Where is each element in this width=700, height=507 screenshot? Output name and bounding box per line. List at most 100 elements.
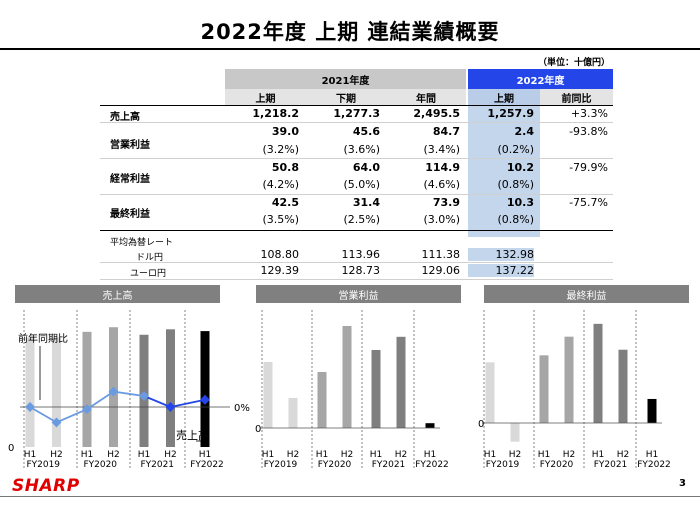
y-zero-label: 0 (478, 419, 484, 430)
cell: 1,257.9 (487, 107, 534, 120)
tick-label-half: H1 (24, 450, 37, 460)
cell: 108.80 (260, 248, 300, 261)
bar-h1-fy2020 (317, 372, 327, 428)
y-zero-label: 0 (255, 424, 261, 435)
table-rule (100, 230, 613, 231)
yoy-line-segment (56, 408, 88, 424)
tick-label-half: H2 (563, 450, 576, 460)
cell: (2.5%) (343, 213, 380, 226)
bar-h2-fy2019 (52, 337, 61, 447)
bar-h1-fy2020 (539, 355, 549, 423)
tick-label-fy: FY2020 (540, 460, 574, 470)
tick-label-half: H2 (341, 450, 354, 460)
tick-label-fy: FY2020 (83, 460, 117, 470)
tick-label-fy: FY2019 (264, 460, 298, 470)
title-divider (0, 48, 700, 50)
tick-label-half: H2 (287, 450, 300, 460)
cell: 64.0 (352, 161, 380, 174)
bar-callout-label: 売上高 (176, 428, 209, 442)
cell: 73.9 (432, 196, 460, 209)
cell: 50.8 (271, 161, 299, 174)
cell: 45.6 (352, 125, 380, 138)
subheader-h1-2022: 上期 (468, 89, 540, 105)
tick-label-half: H1 (138, 450, 151, 460)
yoy-point (200, 394, 210, 405)
cell: (5.0%) (343, 178, 380, 191)
unit-note: （単位：十億円） (537, 58, 610, 68)
cell: -79.9% (569, 161, 608, 174)
cell: 132.98 (468, 248, 534, 261)
row-label-net: 最終利益 (110, 209, 150, 220)
tick-label-fy: FY2021 (594, 460, 628, 470)
cell: 114.9 (425, 161, 460, 174)
cell: (3.5%) (262, 213, 299, 226)
tick-label-half: H1 (538, 450, 551, 460)
bar-h1-fy2019 (25, 337, 35, 447)
cell: (4.2%) (262, 178, 299, 191)
cell: 1,277.3 (333, 107, 380, 120)
yoy-line-segment (29, 406, 57, 424)
bar-h2-fy2019 (288, 398, 298, 428)
cell: 2,495.5 (413, 107, 460, 120)
cell: 42.5 (271, 196, 299, 209)
subheader-yoy: 前同比 (540, 89, 613, 105)
cell: 113.96 (341, 248, 381, 261)
cell: (3.2%) (262, 143, 299, 156)
yoy-point (165, 402, 176, 412)
tick-label-half: H1 (592, 450, 605, 460)
bar-h1-fy2021 (371, 350, 381, 428)
table-rule (100, 158, 613, 159)
bar-h1-fy2019 (263, 362, 273, 428)
bar-h2-fy2021 (618, 349, 628, 423)
bar-h2-fy2020 (564, 336, 574, 423)
cell: 128.73 (341, 264, 381, 277)
page-number: 3 (679, 478, 686, 489)
tick-label-half: H1 (81, 450, 94, 460)
tick-label-fy: FY2020 (318, 460, 352, 470)
row-label-sales: 売上高 (110, 112, 140, 123)
table-rule (100, 279, 613, 280)
yoy-line-segment (86, 390, 114, 410)
tick-label-half: H2 (50, 450, 63, 460)
tick-label-half: H1 (316, 450, 329, 460)
fx-usd-label: ドル円 (136, 253, 164, 263)
tick-label-half: H1 (370, 450, 383, 460)
cell: -93.8% (569, 125, 608, 138)
bar-h2-fy2019 (510, 423, 520, 442)
tick-label-fy: FY2021 (140, 460, 174, 470)
tick-label-half: H1 (484, 450, 497, 460)
row-label-ordinary: 経常利益 (110, 174, 150, 185)
subheader-h2-2021: 下期 (306, 89, 386, 105)
tick-label-half: H2 (509, 450, 522, 460)
cell: 129.39 (260, 264, 300, 277)
tick-label-half: H2 (107, 450, 120, 460)
table-rule (100, 194, 613, 195)
cell: (4.6%) (423, 178, 460, 191)
sharp-logo: SHARP (12, 476, 80, 496)
yoy-zero-label: 0% (234, 403, 250, 414)
cell: 84.7 (432, 125, 460, 138)
cell: (0.2%) (497, 143, 534, 156)
subheader-year-2021: 年間 (386, 89, 466, 105)
chart-title-net: 最終利益 (484, 285, 689, 303)
cell: (3.0%) (423, 213, 460, 226)
page-title: 2022年度 上期 連結業績概要 (200, 20, 500, 44)
cell: 129.06 (421, 264, 461, 277)
fy2022-column-highlight (468, 105, 540, 237)
yoy-line-segment (170, 398, 206, 408)
table-rule (100, 105, 613, 106)
bar-h1-fy2019 (485, 362, 495, 423)
tick-label-fy: FY2022 (190, 460, 224, 470)
header-fy2021: 2021年度 (225, 69, 466, 89)
bar-h1-fy2021 (593, 323, 603, 423)
cell: 137.22 (468, 264, 534, 277)
table-rule (100, 262, 613, 263)
tick-label-fy: FY2019 (26, 460, 60, 470)
cell: (0.8%) (497, 213, 534, 226)
bar-h2-fy2021 (166, 329, 175, 447)
yoy-line-segment (113, 390, 145, 397)
cell: -75.7% (569, 196, 608, 209)
bar-h1-fy2020 (82, 331, 92, 447)
cell: (3.6%) (343, 143, 380, 156)
